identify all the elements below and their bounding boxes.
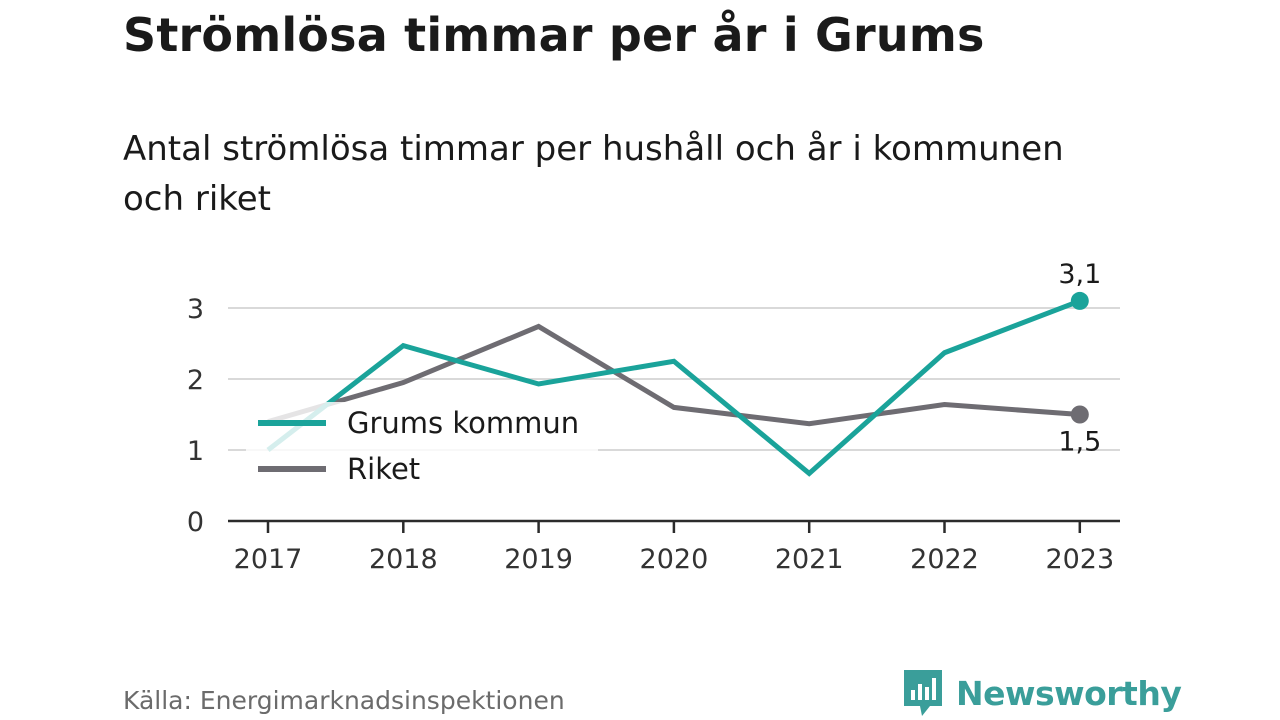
x-tick-label: 2018 bbox=[369, 544, 438, 575]
legend-label: Riket bbox=[347, 452, 420, 486]
series-lines bbox=[266, 298, 1081, 477]
y-tick-label: 1 bbox=[187, 436, 204, 467]
x-tick-label: 2020 bbox=[640, 544, 709, 575]
y-tick-label: 0 bbox=[187, 507, 204, 538]
newsworthy-icon bbox=[904, 670, 942, 716]
chart-subtitle: Antal strömlösa timmar per hushåll och å… bbox=[123, 129, 1064, 219]
x-tick-label: 2019 bbox=[504, 544, 573, 575]
legend-label: Grums kommun bbox=[347, 406, 579, 440]
end-point bbox=[1070, 405, 1089, 424]
series-line-riket bbox=[267, 323, 1080, 427]
end-markers: 3,1 1,5 bbox=[1058, 259, 1101, 458]
legend: Grums kommun Riket bbox=[258, 406, 579, 486]
legend-background bbox=[246, 402, 598, 490]
series-line-grums bbox=[266, 298, 1081, 477]
x-tick-label: 2023 bbox=[1045, 544, 1114, 575]
y-tick-label: 2 bbox=[187, 365, 204, 396]
x-tick-label: 2021 bbox=[775, 544, 844, 575]
x-tick-label: 2022 bbox=[910, 544, 979, 575]
brand-logo[interactable]: Newsworthy bbox=[902, 668, 1182, 718]
end-value-label: 3,1 bbox=[1058, 259, 1101, 290]
source-note: Källa: Energimarknadsinspektionen bbox=[123, 686, 565, 715]
y-tick-label: 3 bbox=[187, 294, 204, 325]
chart-title: Strömlösa timmar per år i Grums bbox=[123, 8, 985, 62]
axes: 0 1 2 3 2017 2018 2019 2020 2021 2022 2023 bbox=[187, 294, 1120, 575]
end-value-label: 1,5 bbox=[1058, 427, 1101, 458]
end-point bbox=[1070, 291, 1089, 310]
brand-name: Newsworthy bbox=[956, 673, 1182, 713]
x-tick-label: 2017 bbox=[234, 544, 303, 575]
